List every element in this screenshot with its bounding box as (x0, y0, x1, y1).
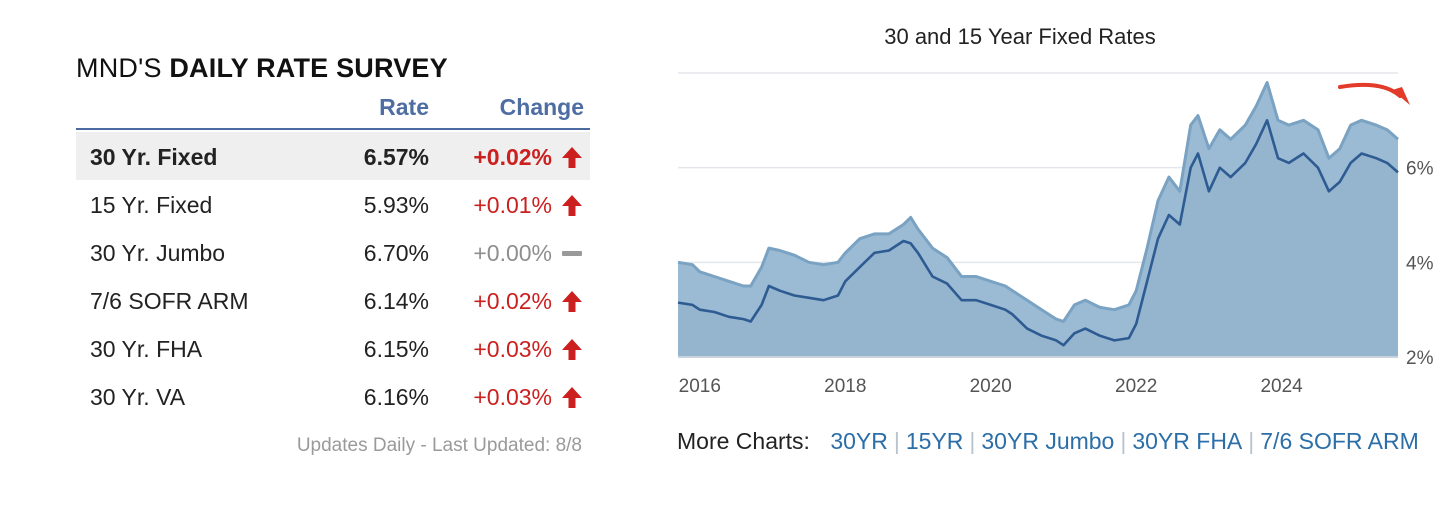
table-row: 30 Yr. Fixed 6.57% +0.02% (76, 132, 590, 180)
up-arrow-icon (562, 387, 582, 408)
table-row: 30 Yr. Jumbo 6.70% +0.00% (76, 228, 590, 276)
link-separator: | (1248, 428, 1255, 454)
more-charts-bar: More Charts: 30YR | 15YR | 30YR Jumbo | 30YR F… (677, 428, 1419, 455)
change-value: +0.03% (473, 384, 552, 410)
product-name: 30 Yr. Fixed (90, 144, 218, 170)
survey-title-bold: DAILY RATE SURVEY (169, 53, 448, 83)
survey-title: MND'S DAILY RATE SURVEY (76, 48, 590, 88)
daily-rate-survey: MND'S DAILY RATE SURVEY Rate Change 30 Y… (76, 48, 590, 456)
more-charts-link[interactable]: 7/6 SOFR ARM (1260, 428, 1419, 454)
link-separator: | (893, 428, 900, 454)
last-updated-note: Updates Daily - Last Updated: 8/8 (296, 435, 582, 456)
annotation-arrowhead-icon (1392, 87, 1410, 105)
series-line (677, 81, 1399, 323)
x-tick-label: 2024 (1260, 376, 1303, 397)
y-tick-label: 4% (1406, 253, 1434, 274)
table-row: 30 Yr. FHA 6.15% +0.03% (76, 324, 590, 372)
column-header-rate: Rate (379, 94, 429, 120)
survey-column-headers: Rate Change (76, 88, 590, 130)
table-row: 30 Yr. VA 6.16% +0.03% (76, 372, 590, 420)
product-name: 15 Yr. Fixed (90, 192, 213, 218)
y-tick-label: 2% (1406, 348, 1434, 369)
rate-value: 6.16% (363, 384, 429, 410)
x-tick-label: 2016 (679, 376, 721, 397)
change-value: +0.01% (473, 192, 552, 218)
more-charts-link[interactable]: 15YR (905, 428, 964, 454)
rates-chart-svg: 2016 2018 2020 2022 2024 2% 4% 6% (677, 72, 1434, 397)
up-arrow-icon (562, 147, 582, 168)
x-tick-label: 2022 (1115, 376, 1157, 397)
table-row: 7/6 SOFR ARM 6.14% +0.02% (76, 276, 590, 324)
up-arrow-icon (562, 339, 582, 360)
more-charts-link[interactable]: 30YR FHA (1132, 428, 1243, 454)
rate-value: 6.70% (363, 240, 429, 266)
product-name: 30 Yr. VA (90, 384, 186, 410)
table-row: 15 Yr. Fixed 5.93% +0.01% (76, 180, 590, 228)
change-value: +0.02% (473, 288, 552, 314)
y-tick-label: 6% (1406, 159, 1434, 180)
product-name: 30 Yr. Jumbo (90, 240, 226, 266)
unchanged-dash-icon (562, 251, 582, 256)
up-arrow-icon (562, 291, 582, 312)
product-name: 7/6 SOFR ARM (90, 288, 249, 314)
survey-rows: 30 Yr. Fixed 6.57% +0.02% 15 Yr. Fixed 5.93%… (76, 132, 590, 420)
change-value: +0.02% (473, 144, 552, 170)
x-tick-label: 2020 (970, 376, 1012, 397)
rate-value: 6.57% (363, 144, 429, 170)
link-separator: | (969, 428, 976, 454)
rates-chart: 30 and 15 Year Fixed Rates 2016 2018 2020 2… (640, 0, 1456, 420)
more-charts-link[interactable]: 30YR (830, 428, 888, 454)
rate-value: 6.14% (363, 288, 429, 314)
column-header-change: Change (499, 94, 584, 120)
series-area (678, 120, 1398, 357)
series-line (677, 119, 1399, 347)
change-value: +0.00% (473, 240, 552, 266)
rate-value: 6.15% (363, 336, 429, 362)
more-charts-link[interactable]: 30YR Jumbo (981, 428, 1115, 454)
change-value: +0.03% (473, 336, 552, 362)
survey-title-prefix: MND'S (76, 53, 162, 83)
x-tick-label: 2018 (824, 376, 866, 397)
rate-value: 5.93% (363, 192, 429, 218)
chart-title: 30 and 15 Year Fixed Rates (884, 24, 1156, 49)
link-separator: | (1120, 428, 1127, 454)
up-arrow-icon (562, 195, 582, 216)
annotation-arrow-icon (1338, 82, 1402, 98)
product-name: 30 Yr. FHA (90, 336, 203, 362)
more-charts-label: More Charts: (677, 428, 810, 454)
